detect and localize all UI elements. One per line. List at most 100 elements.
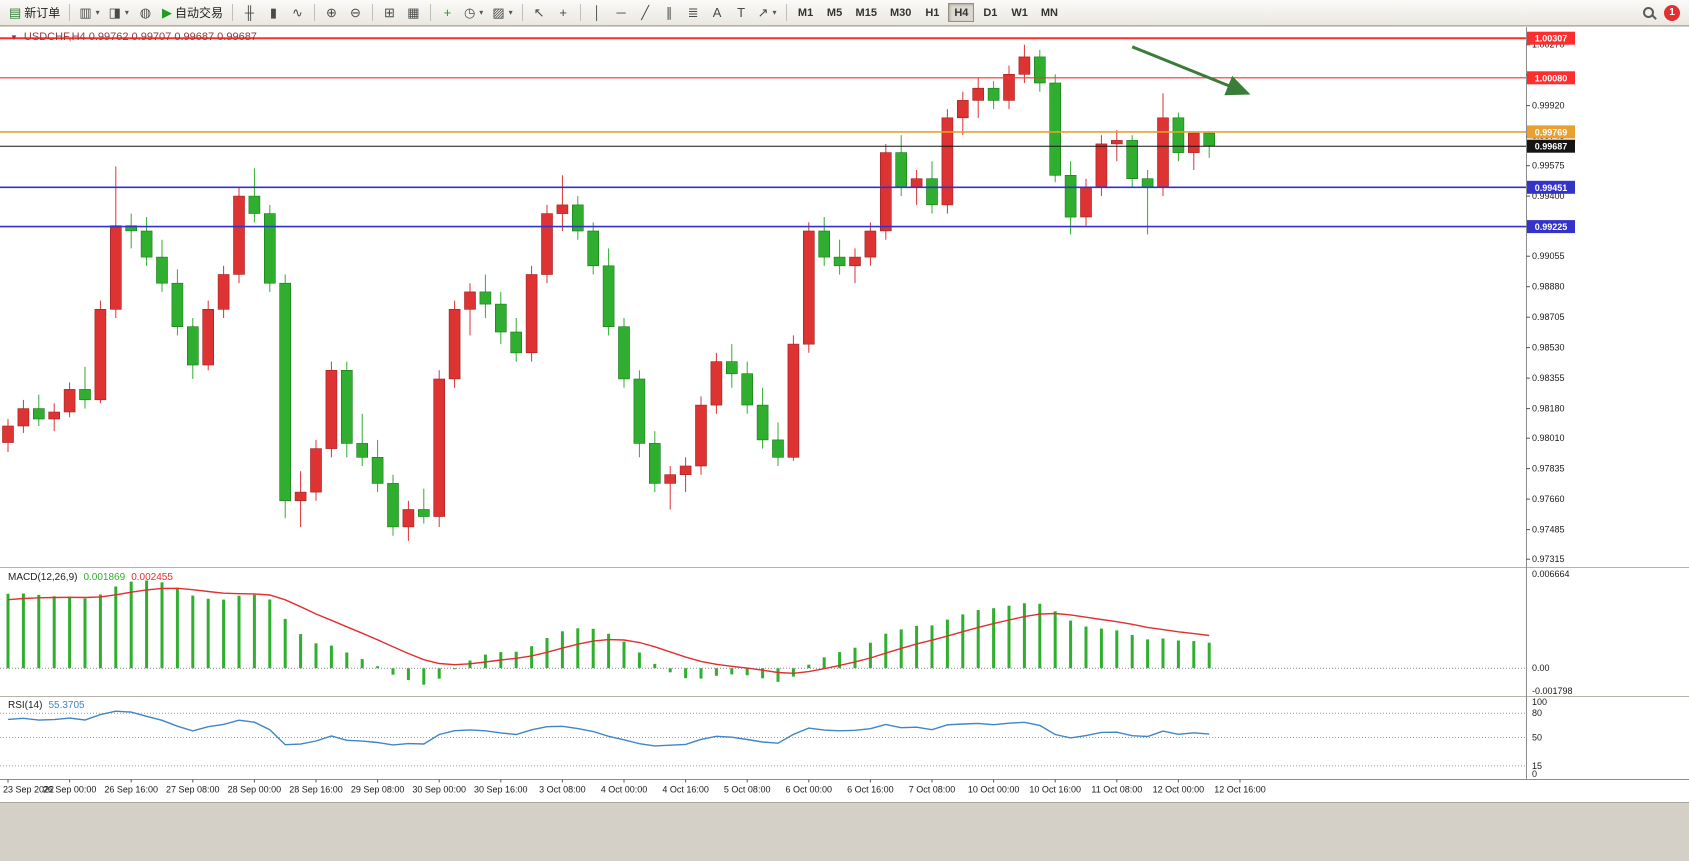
fibonacci-tool-button[interactable]: ≣ <box>682 2 705 23</box>
timeframe-button-w1[interactable]: W1 <box>1011 6 1028 19</box>
candle <box>664 474 677 484</box>
line-chart-mode-button[interactable]: ∿ <box>286 2 309 23</box>
time-tick-label: 27 Sep 08:00 <box>166 785 220 795</box>
alerts-button[interactable]: ◍ <box>134 2 157 23</box>
tile-windows-icon: ⊞ <box>384 5 395 20</box>
timeframe-button-m5[interactable]: M5 <box>826 6 843 19</box>
candle <box>1203 132 1215 147</box>
toolbar-separator <box>231 4 233 21</box>
text-tool-button[interactable]: A <box>706 2 729 23</box>
price-tick-label: 0.98705 <box>1532 312 1565 322</box>
charts-icon: ▥ <box>79 5 92 20</box>
price-scale-flag-1.00307 <box>1527 31 1575 45</box>
macd-signal-line <box>7 587 1210 675</box>
time-tick-label: 28 Sep 00:00 <box>228 785 282 795</box>
rsi-axis-label: 0 <box>1532 769 1537 779</box>
zoom-in-button[interactable]: ⊕ <box>320 2 343 23</box>
candle <box>32 408 45 420</box>
candle <box>756 404 769 441</box>
timeframe-button-h1[interactable]: H1 <box>925 6 940 19</box>
time-tick-label: 6 Oct 00:00 <box>786 785 833 795</box>
template-selector-button[interactable]: ▨ ▾ <box>488 2 516 23</box>
price-scale-flag-0.99225 <box>1527 220 1575 234</box>
candle <box>587 230 600 267</box>
profiles-icon: ◨ <box>108 5 121 20</box>
candle <box>494 303 507 333</box>
notification-badge[interactable]: 1 <box>1664 4 1680 21</box>
charts-button[interactable]: ▥ ▾ <box>75 2 103 23</box>
label-tool-button[interactable]: T <box>730 2 753 23</box>
arrows-tool-icon: ↗ <box>757 5 769 20</box>
timeframe-button-m1[interactable]: M1 <box>797 6 814 19</box>
indicators-add-button[interactable]: + <box>436 2 459 23</box>
price-scale-flag-0.99769 <box>1527 125 1575 139</box>
horizontal-line-tool-button[interactable]: ─ <box>610 2 633 23</box>
trendline-tool-icon: ╱ <box>641 5 650 20</box>
timeframe-button-m15[interactable]: M15 <box>855 6 877 19</box>
time-tick-label: 10 Oct 00:00 <box>968 785 1020 795</box>
label-tool-icon: T <box>737 5 746 20</box>
period-selector-icon: ◷ <box>463 5 476 20</box>
timeframe-button-h4[interactable]: H4 <box>948 3 975 22</box>
toolbar-separator <box>429 4 431 21</box>
toolbar-separator <box>69 4 71 21</box>
price-scale-flag-text: 0.99451 <box>1535 183 1568 193</box>
timeframe-button-d1[interactable]: D1 <box>983 6 998 19</box>
price-tick-label: 0.98180 <box>1532 404 1565 414</box>
zoom-out-button[interactable]: ⊖ <box>344 2 367 23</box>
candle <box>79 389 91 401</box>
macd-axis-zero: 0.00 <box>1532 663 1550 673</box>
arrows-tool-button[interactable]: ↗ ▾ <box>754 2 781 23</box>
channel-tool-button[interactable]: ∥ <box>658 2 681 23</box>
alerts-icon: ◍ <box>139 5 152 20</box>
candle <box>710 361 723 406</box>
auto-arrange-button[interactable]: ▦ <box>402 2 425 23</box>
candle <box>17 408 30 427</box>
new-order-button[interactable]: ▤ 新订单 <box>5 2 64 23</box>
candle <box>156 256 168 284</box>
timeframe-button-m30[interactable]: M30 <box>889 6 912 19</box>
zoom-out-icon: ⊖ <box>350 5 361 20</box>
template-selector-icon: ▨ <box>492 5 505 20</box>
toolbar-separator <box>371 4 373 21</box>
cursor-tool-icon: ↖ <box>533 5 545 20</box>
candle <box>1018 56 1031 75</box>
candle <box>1141 178 1154 188</box>
candle <box>571 204 584 232</box>
timeframe-button-mn[interactable]: MN <box>1040 6 1058 19</box>
candle <box>356 443 369 458</box>
candle <box>1049 82 1061 176</box>
candle <box>2 425 14 443</box>
indicators-add-icon: + <box>443 5 452 20</box>
candle <box>818 230 831 258</box>
trendline-tool-button[interactable]: ╱ <box>634 2 657 23</box>
toolbar-separator <box>579 4 581 21</box>
candle <box>1126 140 1138 180</box>
search-icon[interactable] <box>1643 7 1654 18</box>
trend-arrow-annotation[interactable] <box>1131 45 1251 96</box>
candlestick-mode-button[interactable]: ▮ <box>262 2 285 23</box>
new-order-label: 新订单 <box>24 6 61 20</box>
profiles-button[interactable]: ◨ ▾ <box>105 2 133 23</box>
price-scale-flag-0.99687 <box>1527 139 1575 153</box>
chart-window[interactable]: 1.002701.000950.999200.997450.995750.994… <box>0 27 1689 802</box>
bar-chart-mode-button[interactable]: ╫ <box>238 2 261 23</box>
period-selector-button[interactable]: ◷ ▾ <box>460 2 487 23</box>
auto-trading-button[interactable]: ▶ 自动交易 <box>158 2 227 23</box>
candle <box>1157 117 1169 188</box>
time-tick-label: 12 Oct 00:00 <box>1153 785 1205 795</box>
candle <box>633 378 646 444</box>
chart-canvas[interactable]: 1.002701.000950.999200.997450.995750.994… <box>0 27 1689 802</box>
vertical-line-tool-button[interactable]: │ <box>586 2 609 23</box>
time-tick-label: 10 Oct 16:00 <box>1029 785 1081 795</box>
cursor-tool-button[interactable]: ↖ <box>528 2 551 23</box>
tile-windows-button[interactable]: ⊞ <box>378 2 401 23</box>
macd-pane: 0.006664 0.00 -0.001798 <box>0 569 1573 696</box>
candle <box>602 265 615 328</box>
crosshair-tool-button[interactable]: + <box>552 2 575 23</box>
candle <box>310 448 322 493</box>
auto-trading-icon: ▶ <box>161 5 172 20</box>
